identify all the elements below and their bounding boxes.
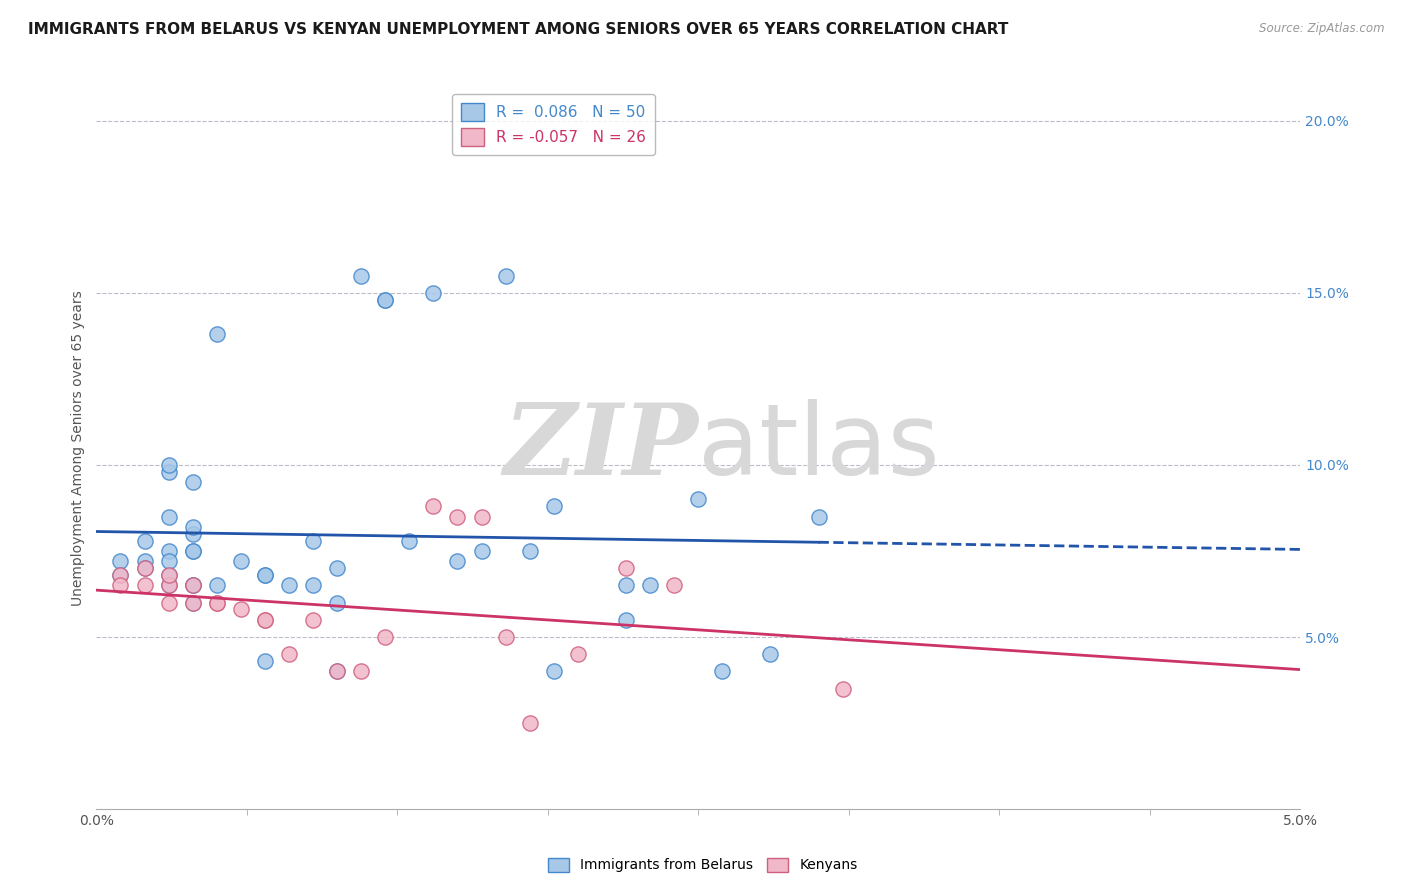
Point — [543, 665, 565, 679]
Point — [157, 509, 180, 524]
Point — [205, 596, 228, 610]
Point — [688, 492, 710, 507]
Y-axis label: Unemployment Among Seniors over 65 years: Unemployment Among Seniors over 65 years — [72, 290, 86, 606]
Point — [614, 578, 637, 592]
Point — [181, 578, 204, 592]
Point — [759, 647, 782, 661]
Point — [711, 665, 734, 679]
Point — [229, 554, 252, 568]
Point — [326, 665, 349, 679]
Text: IMMIGRANTS FROM BELARUS VS KENYAN UNEMPLOYMENT AMONG SENIORS OVER 65 YEARS CORRE: IMMIGRANTS FROM BELARUS VS KENYAN UNEMPL… — [28, 22, 1008, 37]
Point — [181, 596, 204, 610]
Point — [302, 578, 325, 592]
Point — [519, 716, 541, 731]
Point — [495, 268, 517, 283]
Point — [831, 681, 853, 696]
Point — [253, 613, 276, 627]
Point — [374, 630, 396, 644]
Point — [157, 465, 180, 479]
Point — [157, 544, 180, 558]
Text: atlas: atlas — [699, 400, 939, 496]
Point — [326, 561, 349, 575]
Point — [326, 596, 349, 610]
Point — [205, 578, 228, 592]
Point — [446, 509, 468, 524]
Point — [374, 293, 396, 307]
Point — [134, 561, 156, 575]
Point — [181, 520, 204, 534]
Text: Source: ZipAtlas.com: Source: ZipAtlas.com — [1260, 22, 1385, 36]
Point — [134, 554, 156, 568]
Point — [181, 596, 204, 610]
Legend: R =  0.086   N = 50, R = -0.057   N = 26: R = 0.086 N = 50, R = -0.057 N = 26 — [453, 94, 655, 155]
Point — [398, 533, 420, 548]
Point — [638, 578, 661, 592]
Point — [253, 568, 276, 582]
Point — [470, 544, 492, 558]
Point — [157, 578, 180, 592]
Point — [495, 630, 517, 644]
Point — [350, 665, 373, 679]
Point — [134, 561, 156, 575]
Point — [157, 458, 180, 472]
Point — [519, 544, 541, 558]
Point — [422, 285, 444, 300]
Point — [134, 578, 156, 592]
Point — [181, 475, 204, 490]
Point — [157, 568, 180, 582]
Point — [110, 554, 132, 568]
Point — [470, 509, 492, 524]
Point — [110, 578, 132, 592]
Point — [181, 526, 204, 541]
Point — [614, 613, 637, 627]
Point — [181, 544, 204, 558]
Point — [181, 578, 204, 592]
Point — [543, 500, 565, 514]
Point — [157, 554, 180, 568]
Point — [422, 500, 444, 514]
Point — [253, 654, 276, 668]
Point — [229, 602, 252, 616]
Point — [205, 327, 228, 342]
Point — [662, 578, 685, 592]
Point — [350, 268, 373, 283]
Point — [302, 533, 325, 548]
Point — [110, 568, 132, 582]
Point — [157, 596, 180, 610]
Point — [326, 665, 349, 679]
Point — [181, 544, 204, 558]
Point — [205, 596, 228, 610]
Point — [614, 561, 637, 575]
Legend: Immigrants from Belarus, Kenyans: Immigrants from Belarus, Kenyans — [543, 852, 863, 878]
Point — [278, 647, 301, 661]
Point — [134, 533, 156, 548]
Point — [110, 568, 132, 582]
Point — [253, 568, 276, 582]
Point — [253, 613, 276, 627]
Point — [446, 554, 468, 568]
Point — [374, 293, 396, 307]
Point — [157, 568, 180, 582]
Point — [567, 647, 589, 661]
Point — [278, 578, 301, 592]
Point — [181, 578, 204, 592]
Point — [807, 509, 830, 524]
Point — [157, 578, 180, 592]
Text: ZIP: ZIP — [503, 400, 699, 496]
Point — [302, 613, 325, 627]
